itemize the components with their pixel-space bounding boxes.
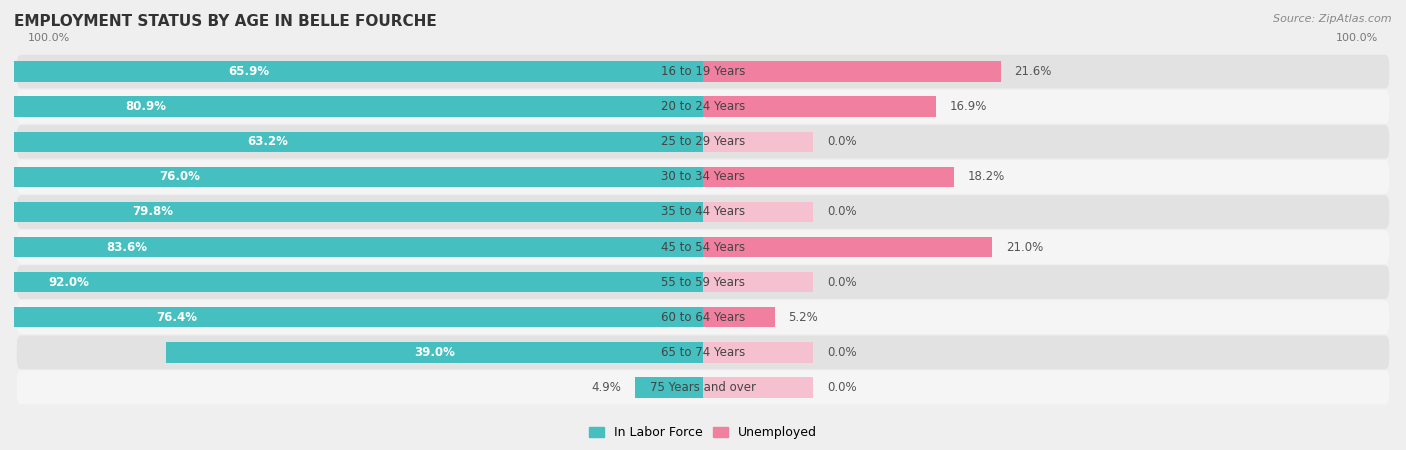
- Text: 79.8%: 79.8%: [132, 206, 174, 218]
- Text: Source: ZipAtlas.com: Source: ZipAtlas.com: [1274, 14, 1392, 23]
- Text: 21.0%: 21.0%: [1007, 241, 1043, 253]
- Text: 16 to 19 Years: 16 to 19 Years: [661, 65, 745, 78]
- Text: 75 Years and over: 75 Years and over: [650, 381, 756, 394]
- Bar: [703, 61, 1001, 82]
- FancyBboxPatch shape: [17, 195, 1389, 229]
- Bar: [0, 96, 703, 117]
- FancyBboxPatch shape: [17, 336, 1389, 369]
- Bar: [0, 307, 703, 328]
- Bar: [703, 272, 813, 292]
- Text: 21.6%: 21.6%: [1014, 65, 1052, 78]
- Bar: [703, 202, 813, 222]
- Text: 25 to 29 Years: 25 to 29 Years: [661, 135, 745, 148]
- Legend: In Labor Force, Unemployed: In Labor Force, Unemployed: [583, 421, 823, 445]
- Text: 55 to 59 Years: 55 to 59 Years: [661, 276, 745, 288]
- Text: 18.2%: 18.2%: [967, 171, 1005, 183]
- Text: 0.0%: 0.0%: [827, 206, 856, 218]
- Text: 100.0%: 100.0%: [1336, 33, 1378, 44]
- Bar: [703, 237, 993, 257]
- Text: EMPLOYMENT STATUS BY AGE IN BELLE FOURCHE: EMPLOYMENT STATUS BY AGE IN BELLE FOURCH…: [14, 14, 437, 28]
- Bar: [0, 237, 703, 257]
- Bar: [703, 131, 813, 152]
- Text: 63.2%: 63.2%: [247, 135, 288, 148]
- Text: 0.0%: 0.0%: [827, 276, 856, 288]
- Text: 76.0%: 76.0%: [159, 171, 200, 183]
- Bar: [0, 166, 703, 187]
- FancyBboxPatch shape: [17, 55, 1389, 88]
- Bar: [703, 96, 936, 117]
- Text: 65.9%: 65.9%: [228, 65, 270, 78]
- Text: 60 to 64 Years: 60 to 64 Years: [661, 311, 745, 324]
- FancyBboxPatch shape: [17, 301, 1389, 334]
- Text: 45 to 54 Years: 45 to 54 Years: [661, 241, 745, 253]
- FancyBboxPatch shape: [17, 230, 1389, 264]
- Bar: [0, 61, 703, 82]
- Bar: [636, 377, 703, 398]
- Bar: [703, 307, 775, 328]
- Bar: [703, 377, 813, 398]
- Text: 5.2%: 5.2%: [789, 311, 818, 324]
- FancyBboxPatch shape: [17, 266, 1389, 299]
- FancyBboxPatch shape: [17, 125, 1389, 158]
- Bar: [0, 131, 703, 152]
- Bar: [0, 272, 703, 292]
- Text: 92.0%: 92.0%: [49, 276, 90, 288]
- Bar: [166, 342, 703, 363]
- Bar: [703, 166, 953, 187]
- Text: 65 to 74 Years: 65 to 74 Years: [661, 346, 745, 359]
- Text: 0.0%: 0.0%: [827, 381, 856, 394]
- Text: 76.4%: 76.4%: [156, 311, 197, 324]
- Text: 83.6%: 83.6%: [107, 241, 148, 253]
- Text: 0.0%: 0.0%: [827, 346, 856, 359]
- Text: 80.9%: 80.9%: [125, 100, 166, 113]
- FancyBboxPatch shape: [17, 160, 1389, 194]
- Text: 4.9%: 4.9%: [592, 381, 621, 394]
- Text: 20 to 24 Years: 20 to 24 Years: [661, 100, 745, 113]
- FancyBboxPatch shape: [17, 90, 1389, 123]
- FancyBboxPatch shape: [17, 371, 1389, 404]
- Text: 100.0%: 100.0%: [28, 33, 70, 44]
- Text: 35 to 44 Years: 35 to 44 Years: [661, 206, 745, 218]
- Bar: [0, 202, 703, 222]
- Text: 0.0%: 0.0%: [827, 135, 856, 148]
- Bar: [703, 342, 813, 363]
- Text: 16.9%: 16.9%: [949, 100, 987, 113]
- Text: 39.0%: 39.0%: [413, 346, 454, 359]
- Text: 30 to 34 Years: 30 to 34 Years: [661, 171, 745, 183]
